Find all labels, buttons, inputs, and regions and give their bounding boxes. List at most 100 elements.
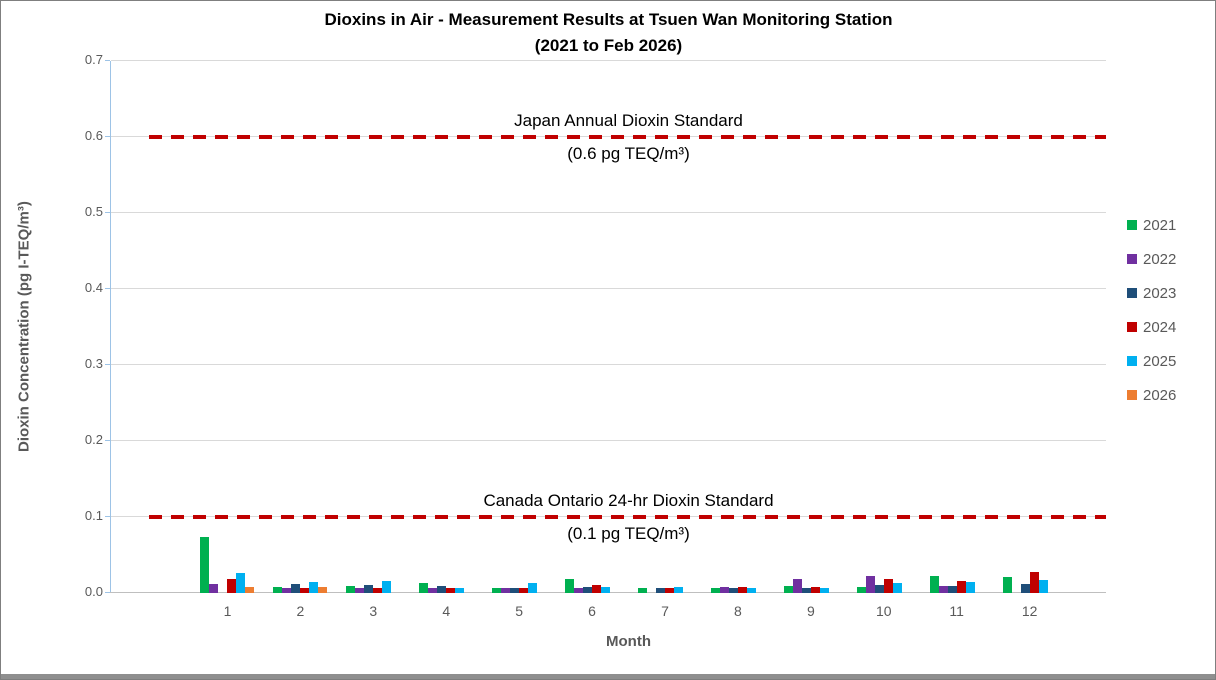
chart-title: Dioxins in Air - Measurement Results at … xyxy=(111,7,1106,59)
bar-2024-month-11 xyxy=(956,581,966,593)
legend-label-2023: 2023 xyxy=(1143,284,1177,302)
category-slot-month-12 xyxy=(993,61,1066,593)
bar-group-month-7 xyxy=(637,587,692,593)
x-tick-label-7: 7 xyxy=(661,603,669,619)
x-tick-label-1: 1 xyxy=(223,603,232,619)
bar-2021-month-7 xyxy=(637,588,647,593)
bar-2021-month-3 xyxy=(346,586,356,593)
bar-2023-month-4 xyxy=(437,586,447,593)
category-slot-month-3 xyxy=(337,61,410,593)
bar-2021-month-4 xyxy=(419,583,429,593)
reference-line-0.1 xyxy=(149,515,1106,519)
x-tick-label-6: 6 xyxy=(588,603,596,619)
bar-2022-month-4 xyxy=(428,588,438,593)
y-tick-mark xyxy=(105,516,110,517)
x-axis-tick-labels: 1 2 3 4 5 6 7 8 9 10 11 12 xyxy=(111,603,1106,623)
x-tick-label-9: 9 xyxy=(806,603,815,619)
bar-2022-month-8 xyxy=(719,587,729,593)
legend-item-2023: 2023 xyxy=(1127,276,1176,310)
legend-label-2024: 2024 xyxy=(1143,318,1177,336)
x-tick-label-4: 4 xyxy=(442,603,451,619)
bar-group-month-4 xyxy=(419,583,473,593)
y-tick-mark xyxy=(105,592,110,593)
gridline-0.2 xyxy=(111,440,1106,441)
legend-swatch-2021 xyxy=(1127,220,1137,230)
legend-label-2022: 2022 xyxy=(1143,250,1177,268)
y-tick-label-0.4: 0.4 xyxy=(84,280,103,295)
bar-2021-month-2 xyxy=(273,587,283,593)
x-tick-label-2: 2 xyxy=(296,603,305,619)
bar-2024-month-12 xyxy=(1029,572,1039,593)
category-slot-month-10 xyxy=(847,61,920,593)
bar-2021-month-11 xyxy=(929,576,939,593)
y-tick-label-0.7: 0.7 xyxy=(84,52,103,67)
x-tick-label-8: 8 xyxy=(734,603,742,619)
bar-2025-month-5 xyxy=(528,583,538,593)
window-bottom-edge xyxy=(1,674,1215,679)
bar-group-month-6 xyxy=(565,579,619,593)
legend-label-2026: 2026 xyxy=(1143,386,1177,404)
bar-group-month-1 xyxy=(200,537,255,593)
bar-2021-month-1 xyxy=(200,537,210,593)
y-tick-label-0.0: 0.0 xyxy=(84,584,103,599)
gridline-0.5 xyxy=(111,212,1106,213)
bar-2024-month-8 xyxy=(737,587,747,593)
bar-group-month-3 xyxy=(346,581,400,593)
y-tick-mark xyxy=(105,136,110,137)
bar-group-month-2 xyxy=(273,582,328,593)
category-slot-month-11 xyxy=(920,61,993,593)
bar-2022-month-9 xyxy=(792,579,802,593)
bar-2022-month-11 xyxy=(938,586,948,593)
gridline-0.4 xyxy=(111,288,1106,289)
bar-2022-month-3 xyxy=(355,588,365,593)
bar-2023-month-6 xyxy=(583,587,593,593)
legend-swatch-2024 xyxy=(1127,322,1137,332)
bar-2025-month-11 xyxy=(965,582,975,593)
bar-2025-month-10 xyxy=(892,583,902,593)
bar-2025-month-6 xyxy=(601,587,611,593)
legend-swatch-2022 xyxy=(1127,254,1137,264)
legend-item-2026: 2026 xyxy=(1127,378,1176,412)
reference-line-label-0: Japan Annual Dioxin Standard xyxy=(514,111,743,130)
bar-2025-month-8 xyxy=(746,588,756,593)
x-tick-label-11: 11 xyxy=(949,603,964,619)
bar-2024-month-3 xyxy=(373,588,383,593)
category-slot-month-1 xyxy=(191,61,264,593)
legend-item-2021: 2021 xyxy=(1127,208,1176,242)
x-tick-label-3: 3 xyxy=(369,603,378,619)
legend-label-2021: 2021 xyxy=(1143,216,1177,234)
y-tick-mark xyxy=(105,440,110,441)
legend-swatch-2025 xyxy=(1127,356,1137,366)
legend-item-2022: 2022 xyxy=(1127,242,1176,276)
bar-2023-month-9 xyxy=(801,588,811,593)
bar-2021-month-12 xyxy=(1002,577,1012,593)
chart-title-line-1: Dioxins in Air - Measurement Results at … xyxy=(324,10,893,29)
bar-2022-month-6 xyxy=(574,588,584,593)
bar-2022-month-5 xyxy=(501,588,511,593)
legend-label-2025: 2025 xyxy=(1143,352,1177,370)
bar-2023-month-3 xyxy=(364,585,374,593)
bar-2025-month-4 xyxy=(455,588,465,593)
y-tick-label-0.3: 0.3 xyxy=(84,356,103,371)
bar-2023-month-5 xyxy=(510,588,520,593)
bar-2022-month-1 xyxy=(209,584,219,593)
bar-group-month-9 xyxy=(783,579,838,593)
y-tick-mark xyxy=(105,60,110,61)
bar-group-month-11 xyxy=(929,576,984,593)
bar-2026-month-1 xyxy=(245,587,255,593)
x-axis-title: Month xyxy=(606,633,651,650)
bar-2023-month-12 xyxy=(1020,584,1030,593)
x-tick-label-12: 12 xyxy=(1021,603,1038,619)
gridline-0.3 xyxy=(111,364,1106,365)
bar-2025-month-3 xyxy=(382,581,392,593)
bar-2024-month-10 xyxy=(883,579,893,593)
y-axis-line xyxy=(110,61,111,593)
category-slot-month-9 xyxy=(774,61,847,593)
legend-item-2024: 2024 xyxy=(1127,310,1176,344)
bar-2025-month-1 xyxy=(236,573,246,593)
bar-2021-month-9 xyxy=(783,586,793,593)
bar-2022-month-2 xyxy=(282,588,292,593)
legend-swatch-2023 xyxy=(1127,288,1137,298)
y-tick-label-0.1: 0.1 xyxy=(84,508,103,523)
